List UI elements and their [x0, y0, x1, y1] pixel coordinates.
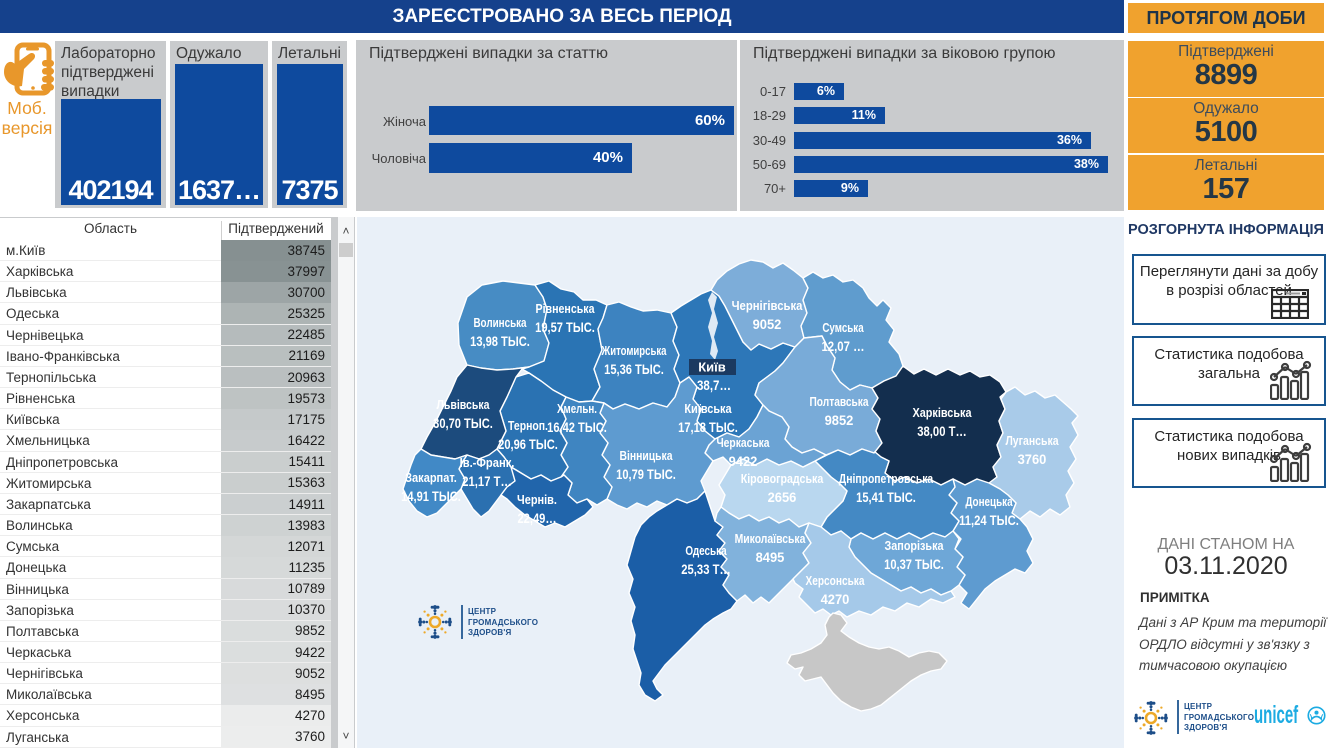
svg-text:9422: 9422 — [729, 453, 758, 469]
svg-text:Закарпат.: Закарпат. — [405, 470, 457, 485]
svg-text:Запорізька: Запорізька — [885, 538, 945, 553]
svg-text:38,7…: 38,7… — [697, 377, 731, 393]
svg-text:Волинська: Волинська — [473, 315, 527, 330]
svg-text:Хмельн.: Хмельн. — [557, 401, 597, 416]
svg-text:10,79 ТЫС.: 10,79 ТЫС. — [616, 466, 676, 482]
svg-text:30,70 ТЫС.: 30,70 ТЫС. — [433, 415, 493, 431]
svg-text:Вінницька: Вінницька — [619, 448, 673, 463]
svg-text:Луганська: Луганська — [1005, 433, 1059, 448]
svg-text:Миколаївська: Миколаївська — [735, 531, 806, 546]
svg-text:Донецька: Донецька — [965, 494, 1013, 509]
svg-text:22,49…: 22,49… — [517, 510, 556, 526]
svg-text:Сумська: Сумська — [822, 320, 864, 335]
svg-text:21,17 Т…: 21,17 Т… — [462, 473, 511, 489]
svg-text:15,36 ТЫС.: 15,36 ТЫС. — [604, 361, 664, 377]
svg-text:15,41 ТЫС.: 15,41 ТЫС. — [856, 489, 916, 505]
svg-text:Терноп.: Терноп. — [508, 418, 548, 433]
svg-text:10,37 ТЫС.: 10,37 ТЫС. — [884, 556, 944, 572]
svg-text:14,91 ТЫС.: 14,91 ТЫС. — [401, 488, 461, 504]
svg-text:Харківська: Харківська — [913, 405, 973, 420]
svg-text:11,24 ТЫС.: 11,24 ТЫС. — [959, 512, 1019, 528]
svg-text:Чернів.: Чернів. — [517, 492, 557, 507]
svg-text:Житомирська: Житомирська — [601, 343, 667, 358]
svg-text:2656: 2656 — [768, 489, 797, 505]
svg-text:4270: 4270 — [821, 591, 850, 607]
svg-text:Полтавська: Полтавська — [810, 394, 870, 409]
svg-text:Одеська: Одеська — [685, 543, 727, 558]
svg-text:16,42 ТЫС.: 16,42 ТЫС. — [547, 419, 607, 435]
svg-text:9052: 9052 — [753, 316, 782, 332]
svg-text:19,57 ТЫС.: 19,57 ТЫС. — [535, 319, 595, 335]
svg-text:Ів.-Франк.: Ів.-Франк. — [460, 455, 515, 470]
svg-text:25,33 Т…: 25,33 Т… — [681, 561, 730, 577]
svg-text:9852: 9852 — [825, 412, 854, 428]
svg-text:8495: 8495 — [756, 549, 785, 565]
svg-text:38,00 Т…: 38,00 Т… — [917, 423, 966, 439]
svg-text:20,96 ТЫС.: 20,96 ТЫС. — [498, 436, 558, 452]
svg-text:13,98 ТЫС.: 13,98 ТЫС. — [470, 333, 530, 349]
svg-text:Львівська: Львівська — [436, 397, 490, 412]
svg-text:Дніпропетровська: Дніпропетровська — [839, 471, 934, 486]
svg-text:Кіровоградська: Кіровоградська — [741, 471, 824, 486]
svg-text:3760: 3760 — [1018, 451, 1047, 467]
svg-text:Херсонська: Херсонська — [806, 573, 866, 588]
svg-text:Київська: Київська — [684, 401, 732, 416]
svg-text:Рівненська: Рівненська — [536, 301, 596, 316]
svg-text:17,18 ТЫС.: 17,18 ТЫС. — [678, 419, 738, 435]
svg-text:Київ: Київ — [698, 360, 726, 375]
svg-text:Чернігівська: Чернігівська — [732, 298, 803, 313]
svg-text:12,07 …: 12,07 … — [821, 338, 864, 354]
svg-text:Черкаська: Черкаська — [716, 435, 770, 450]
